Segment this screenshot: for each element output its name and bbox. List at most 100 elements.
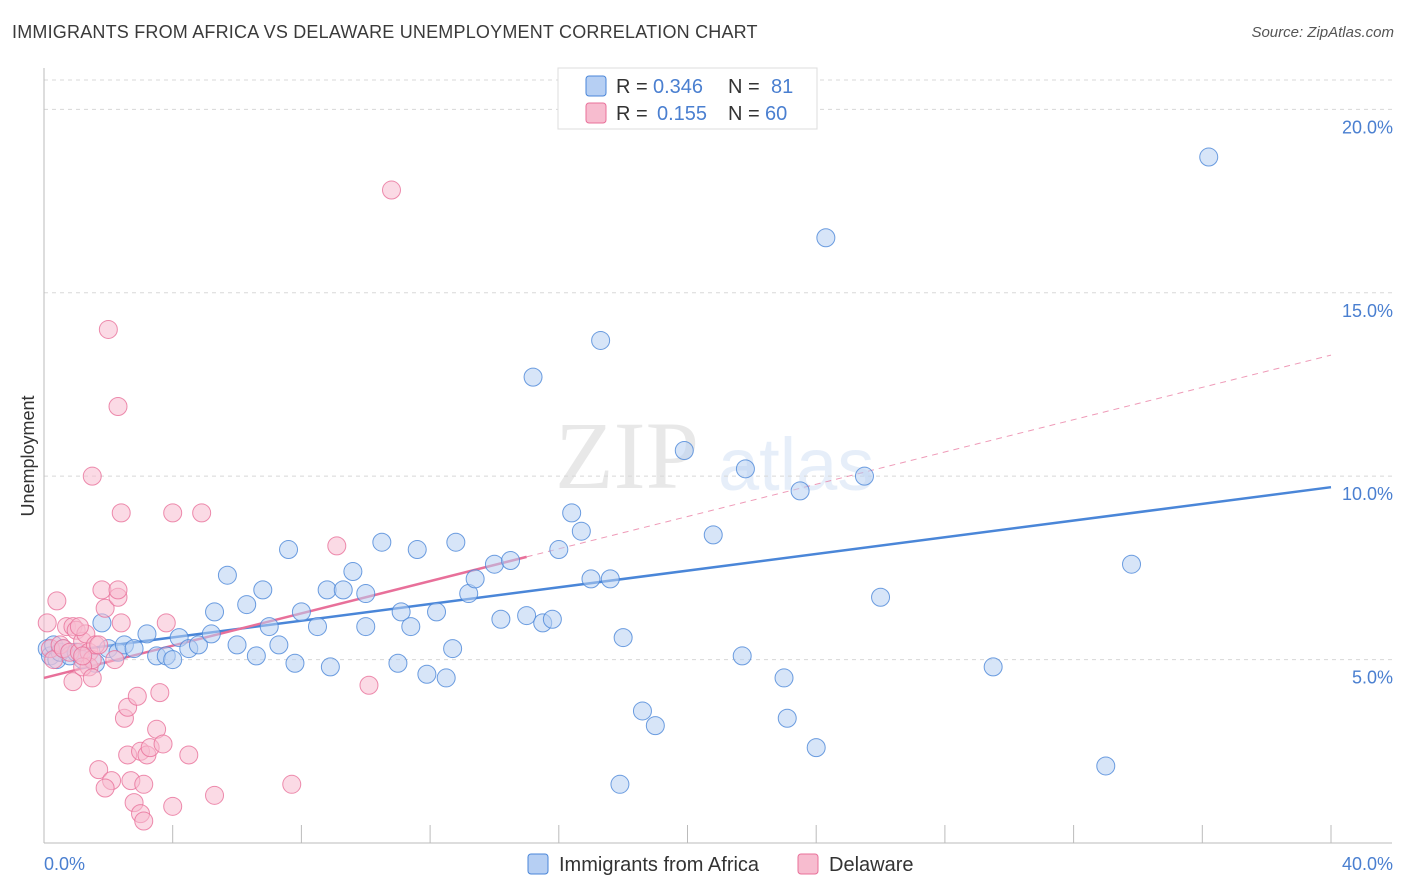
pink-point <box>89 760 109 780</box>
blue-point <box>674 440 694 460</box>
blue-point <box>1199 147 1219 167</box>
legend-r-value: 0.346 <box>653 76 703 98</box>
blue-point <box>163 650 183 670</box>
x-tick-label: 0.0% <box>44 854 85 874</box>
blue-point <box>632 701 652 721</box>
blue-point <box>124 639 144 659</box>
pink-point <box>163 796 183 816</box>
blue-point <box>465 569 485 589</box>
tick-labels: 5.0% 10.0% 15.0% 20.0% 0.0% 40.0% <box>44 117 1393 874</box>
blue-point <box>501 551 521 571</box>
blue-point <box>217 565 237 585</box>
blue-point <box>356 584 376 604</box>
blue-point <box>581 569 601 589</box>
blue-point <box>571 521 591 541</box>
y-tick-label: 15.0% <box>1342 301 1393 321</box>
blue-point <box>205 602 225 622</box>
stats-legend: R = 0.346 N = 81 R = 0.155 N = 60 <box>557 67 818 130</box>
blue-point <box>816 228 836 248</box>
series-legend-item-delaware[interactable]: Delaware <box>797 853 913 876</box>
blue-point <box>854 466 874 486</box>
stats-legend-row-pink: R = 0.155 N = 60 <box>585 102 787 125</box>
blue-point <box>610 774 630 794</box>
axes <box>43 68 1392 844</box>
legend-r-label: R = <box>616 103 648 125</box>
series-legend: Immigrants from Africa Delaware <box>527 853 913 876</box>
pink-point <box>359 675 379 695</box>
blue-point <box>523 367 543 387</box>
watermark: ZIP atlas <box>555 402 874 509</box>
blue-point <box>1096 756 1116 776</box>
blue-point <box>285 653 305 673</box>
blue-point <box>645 716 665 736</box>
blue-point <box>871 587 891 607</box>
y-tick-label: 5.0% <box>1352 668 1393 688</box>
pink-point <box>163 503 183 523</box>
blue-point <box>600 569 620 589</box>
blue-point <box>417 664 437 684</box>
legend-n-value: 81 <box>771 76 793 98</box>
blue-point <box>291 602 311 622</box>
data-points <box>37 147 1219 831</box>
blue-point <box>983 657 1003 677</box>
blue-point <box>703 525 723 545</box>
pink-point <box>92 580 112 600</box>
blue-point <box>517 606 537 626</box>
legend-swatch-blue <box>585 75 607 97</box>
blue-point <box>333 580 353 600</box>
blue-point <box>542 609 562 629</box>
pink-point <box>95 778 115 798</box>
blue-point <box>436 668 456 688</box>
blue-point <box>227 635 247 655</box>
y-tick-label: 20.0% <box>1342 117 1393 137</box>
blue-point <box>549 540 569 560</box>
blue-point <box>188 635 208 655</box>
y-tick-label: 10.0% <box>1342 484 1393 504</box>
pink-point <box>205 785 225 805</box>
pink-point <box>127 686 147 706</box>
blue-point <box>259 617 279 637</box>
blue-point <box>735 459 755 479</box>
blue-point <box>388 653 408 673</box>
pink-point <box>105 650 125 670</box>
pink-point <box>153 734 173 754</box>
blue-point <box>777 708 797 728</box>
blue-point <box>562 503 582 523</box>
legend-label-delaware: Delaware <box>829 854 913 876</box>
blue-point <box>279 540 299 560</box>
blue-point <box>317 580 337 600</box>
blue-point <box>391 602 411 622</box>
series-legend-item-africa[interactable]: Immigrants from Africa <box>527 853 760 876</box>
blue-point <box>237 595 257 615</box>
blue-point <box>427 602 447 622</box>
blue-point <box>591 330 611 350</box>
blue-point <box>343 562 363 582</box>
chart-title: IMMIGRANTS FROM AFRICA VS DELAWARE UNEMP… <box>12 22 758 42</box>
pink-point <box>47 591 67 611</box>
pink-point <box>98 319 118 339</box>
legend-n-label: N = <box>728 76 760 98</box>
pink-point <box>179 745 199 765</box>
pink-point <box>111 613 131 633</box>
pink-point <box>37 613 57 633</box>
pink-point <box>156 613 176 633</box>
legend-swatch-blue <box>527 853 549 875</box>
blue-point <box>320 657 340 677</box>
blue-point <box>253 580 273 600</box>
legend-n-value: 60 <box>765 103 787 125</box>
legend-label-africa: Immigrants from Africa <box>559 854 760 876</box>
stats-legend-row-blue: R = 0.346 N = 81 <box>585 75 793 98</box>
blue-point <box>774 668 794 688</box>
pink-point <box>108 396 128 416</box>
pink-point <box>89 635 109 655</box>
blue-point <box>1122 554 1142 574</box>
blue-point <box>246 646 266 666</box>
blue-point <box>732 646 752 666</box>
blue-point <box>443 639 463 659</box>
pink-point <box>95 598 115 618</box>
blue-point <box>790 481 810 501</box>
x-tick-label: 40.0% <box>1342 854 1393 874</box>
blue-point <box>407 540 427 560</box>
source-credit: Source: ZipAtlas.com <box>1251 24 1394 41</box>
